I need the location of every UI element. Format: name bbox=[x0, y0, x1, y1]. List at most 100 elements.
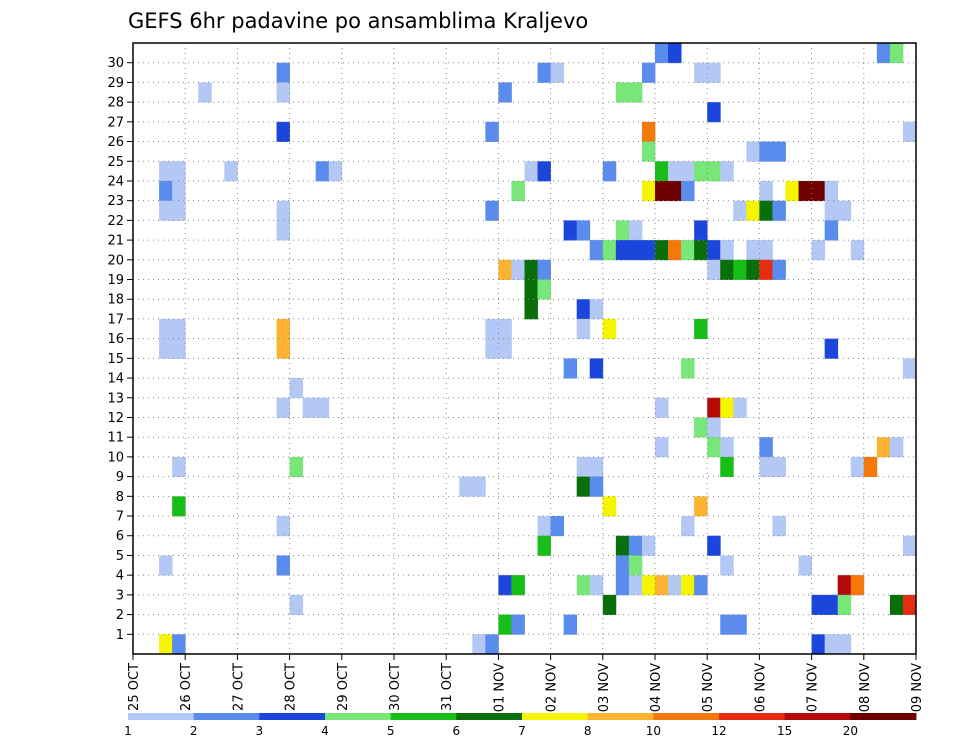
heatmap-cell bbox=[276, 62, 290, 83]
heatmap-cell bbox=[498, 614, 512, 635]
legend-swatch bbox=[259, 713, 326, 720]
heatmap-cell bbox=[681, 240, 695, 261]
heatmap-cell bbox=[876, 43, 891, 64]
heatmap-cell bbox=[589, 456, 604, 478]
heatmap-cell bbox=[655, 240, 669, 261]
x-tick-label: 28 OCT bbox=[284, 663, 299, 711]
heatmap-cell bbox=[315, 397, 330, 418]
legend-label: 1 bbox=[124, 724, 132, 738]
heatmap-cell bbox=[172, 634, 186, 655]
heatmap-cell bbox=[641, 535, 656, 556]
y-tick-label: 24 bbox=[107, 174, 124, 189]
y-tick-label: 5 bbox=[116, 549, 124, 564]
heatmap-cell bbox=[759, 437, 773, 458]
legend-label: 10 bbox=[646, 724, 661, 738]
x-tick-label: 03 NOV bbox=[597, 663, 612, 712]
heatmap-cell bbox=[589, 358, 604, 379]
heatmap-cell bbox=[589, 240, 604, 261]
heatmap-cell bbox=[537, 259, 551, 280]
legend-label: 7 bbox=[518, 724, 526, 738]
heatmap-cell bbox=[902, 121, 917, 142]
legend-swatch bbox=[390, 713, 457, 720]
legend-swatch bbox=[128, 713, 195, 720]
x-tick-label: 07 NOV bbox=[806, 663, 821, 712]
legend-label: 5 bbox=[387, 724, 395, 738]
heatmap-cell bbox=[628, 535, 643, 556]
heatmap-cell bbox=[172, 161, 186, 182]
heatmap-cell bbox=[720, 240, 734, 261]
y-tick-label: 14 bbox=[107, 372, 124, 387]
heatmap-cell bbox=[798, 555, 812, 576]
legend-swatch bbox=[850, 713, 917, 720]
heatmap-cell bbox=[641, 180, 656, 202]
heatmap-cell bbox=[602, 496, 617, 517]
heatmap-cell bbox=[707, 62, 721, 83]
heatmap-cell bbox=[485, 338, 499, 359]
y-tick-label: 15 bbox=[107, 352, 124, 367]
y-tick-label: 25 bbox=[107, 155, 124, 170]
heatmap-cell bbox=[746, 240, 760, 261]
heatmap-cell bbox=[602, 240, 617, 261]
heatmap-cell bbox=[224, 161, 238, 182]
heatmap-cell bbox=[707, 417, 721, 438]
heatmap-cell bbox=[655, 43, 669, 64]
heatmap-cell bbox=[824, 594, 839, 615]
legend-swatch bbox=[193, 713, 260, 720]
heatmap-cell bbox=[276, 516, 290, 537]
heatmap-cell bbox=[576, 456, 591, 478]
y-tick-label: 27 bbox=[107, 115, 124, 130]
heatmap-cell bbox=[172, 456, 186, 478]
heatmap-cell bbox=[902, 594, 917, 615]
y-tick-label: 2 bbox=[116, 608, 124, 623]
heatmap-cell bbox=[681, 180, 695, 202]
heatmap-cell bbox=[668, 180, 682, 202]
x-tick-label: 08 NOV bbox=[858, 663, 873, 712]
heatmap-cell bbox=[668, 43, 682, 64]
y-tick-label: 6 bbox=[116, 529, 124, 544]
heatmap-cell bbox=[537, 161, 551, 182]
heatmap-cell bbox=[694, 318, 708, 340]
heatmap-cell bbox=[720, 259, 734, 280]
heatmap-cell bbox=[720, 614, 734, 635]
heatmap-cell bbox=[615, 575, 630, 596]
heatmap-cell bbox=[276, 220, 290, 241]
heatmap-cell bbox=[772, 516, 786, 537]
heatmap-cell bbox=[707, 259, 721, 280]
y-tick-label: 23 bbox=[107, 194, 124, 209]
heatmap-cell bbox=[681, 358, 695, 379]
x-tick-label: 04 NOV bbox=[649, 663, 664, 712]
heatmap-cell bbox=[694, 220, 708, 241]
heatmap-cell bbox=[655, 180, 669, 202]
heatmap-cell bbox=[733, 200, 747, 221]
heatmap-cell bbox=[628, 240, 643, 261]
x-tick-label: 27 OCT bbox=[231, 663, 246, 711]
heatmap-cell bbox=[289, 456, 304, 478]
heatmap-cell bbox=[472, 634, 486, 655]
heatmap-cell bbox=[485, 121, 499, 142]
heatmap-cell bbox=[655, 161, 669, 182]
heatmap-cell bbox=[537, 62, 551, 83]
heatmap-cell bbox=[733, 614, 747, 635]
heatmap-cell bbox=[328, 161, 343, 182]
x-tick-label: 02 NOV bbox=[545, 663, 560, 712]
heatmap-cell bbox=[498, 575, 512, 596]
heatmap-cell bbox=[276, 397, 290, 418]
y-tick-label: 22 bbox=[107, 214, 124, 229]
heatmap-cell bbox=[798, 180, 812, 202]
grid-lines bbox=[133, 43, 916, 654]
heatmap-cell bbox=[850, 575, 865, 596]
legend-label: 3 bbox=[256, 724, 264, 738]
heatmap-cell bbox=[576, 220, 591, 241]
heatmap-cell bbox=[811, 634, 826, 655]
heatmap-cell bbox=[511, 614, 525, 635]
heatmap-cell bbox=[746, 259, 760, 280]
x-tick-label: 01 NOV bbox=[492, 663, 507, 712]
heatmap-cells bbox=[159, 43, 917, 655]
heatmap-cell bbox=[655, 575, 669, 596]
heatmap-cell bbox=[641, 240, 656, 261]
heatmap-cell bbox=[550, 516, 565, 537]
heatmap-cell bbox=[172, 338, 186, 359]
heatmap-cell bbox=[759, 141, 773, 162]
heatmap-cell bbox=[641, 575, 656, 596]
heatmap-cell bbox=[811, 180, 826, 202]
